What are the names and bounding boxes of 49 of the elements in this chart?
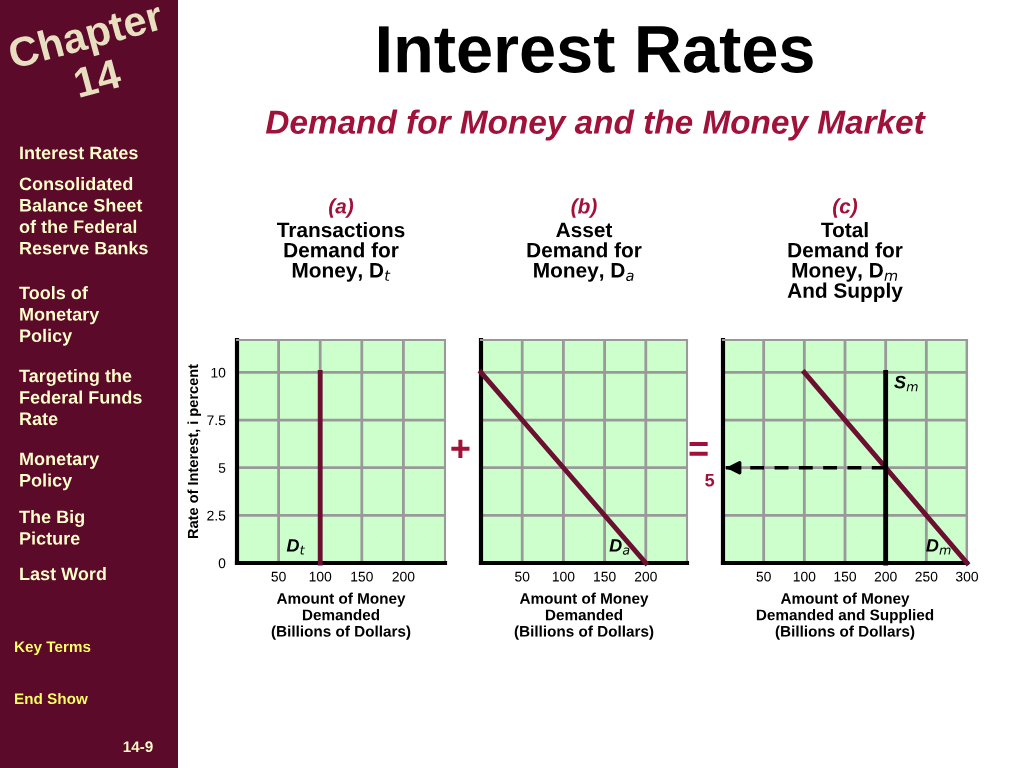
x-tick-label: 100	[552, 571, 575, 582]
x-tick-label: 100	[309, 571, 332, 582]
text: Tools of Monetary Policy	[19, 286, 100, 346]
annotation: 5	[705, 473, 715, 487]
text: =	[689, 442, 708, 456]
text: The Big Picture	[19, 510, 84, 545]
x-tick-label: 50	[756, 571, 771, 582]
series-label: D$_{t}$	[286, 539, 305, 555]
chart-title: (b)	[571, 198, 597, 218]
chart-subtitle: Asset Demand for Money, D$_{a}$	[527, 222, 642, 282]
chart-subtitle: Total Demand for Money, D$_{m}$ And Supply	[787, 222, 903, 302]
series-label: D$_{m}$	[926, 539, 951, 555]
text: Chapter 14	[6, 0, 167, 98]
text: End Show	[15, 692, 88, 705]
text: Consolidated Balance Sheet of the Federal Reserve Banks	[19, 177, 148, 255]
text: +	[451, 439, 470, 458]
x-tick-label: 250	[915, 571, 938, 582]
y-axis-title: Rate of Interest, i percent	[187, 364, 202, 539]
text: Targeting the Federal Funds Rate	[19, 369, 142, 426]
text: 14-9	[123, 741, 153, 753]
chart-title: (c)	[833, 198, 858, 218]
y-tick-label: 5	[218, 463, 226, 473]
text: Interest Rates	[20, 146, 138, 160]
series-label: D$_{a}$	[609, 539, 630, 555]
text: Interest Rates	[379, 26, 813, 73]
x-tick-label: 100	[793, 571, 816, 582]
x-tick-label: 50	[271, 571, 286, 582]
y-tick-label: 7.5	[207, 415, 226, 426]
x-tick-label: 300	[955, 571, 979, 582]
y-tick-label: 0	[218, 558, 226, 569]
text: Key Terms	[15, 641, 91, 656]
text: Last Word	[20, 567, 106, 581]
x-tick-label: 150	[834, 571, 857, 582]
x-axis-title: Amount of Money Demanded (Billions of Dollars)	[514, 592, 654, 640]
x-tick-label: 200	[392, 571, 415, 582]
text: Monetary Policy	[20, 452, 100, 491]
annotation: S$_{m}$	[894, 375, 918, 392]
x-axis-title: Amount of Money Demanded (Billions of Dollars)	[271, 592, 411, 640]
x-tick-label: 50	[515, 571, 530, 582]
y-tick-label: 2.5	[207, 510, 226, 521]
x-tick-label: 200	[634, 571, 657, 582]
x-tick-label: 200	[874, 571, 897, 582]
chart-subtitle: Transactions Demand for Money, D$_{t}$	[276, 222, 405, 282]
x-tick-label: 150	[351, 571, 373, 582]
text: Demand for Money and the Money Market	[265, 109, 926, 141]
chart-title: (a)	[329, 198, 354, 218]
x-axis-title: Amount of Money Demanded and Supplied (Billions of Dollars)	[756, 592, 934, 640]
y-tick-label: 10	[211, 367, 226, 378]
x-tick-label: 150	[594, 571, 616, 582]
